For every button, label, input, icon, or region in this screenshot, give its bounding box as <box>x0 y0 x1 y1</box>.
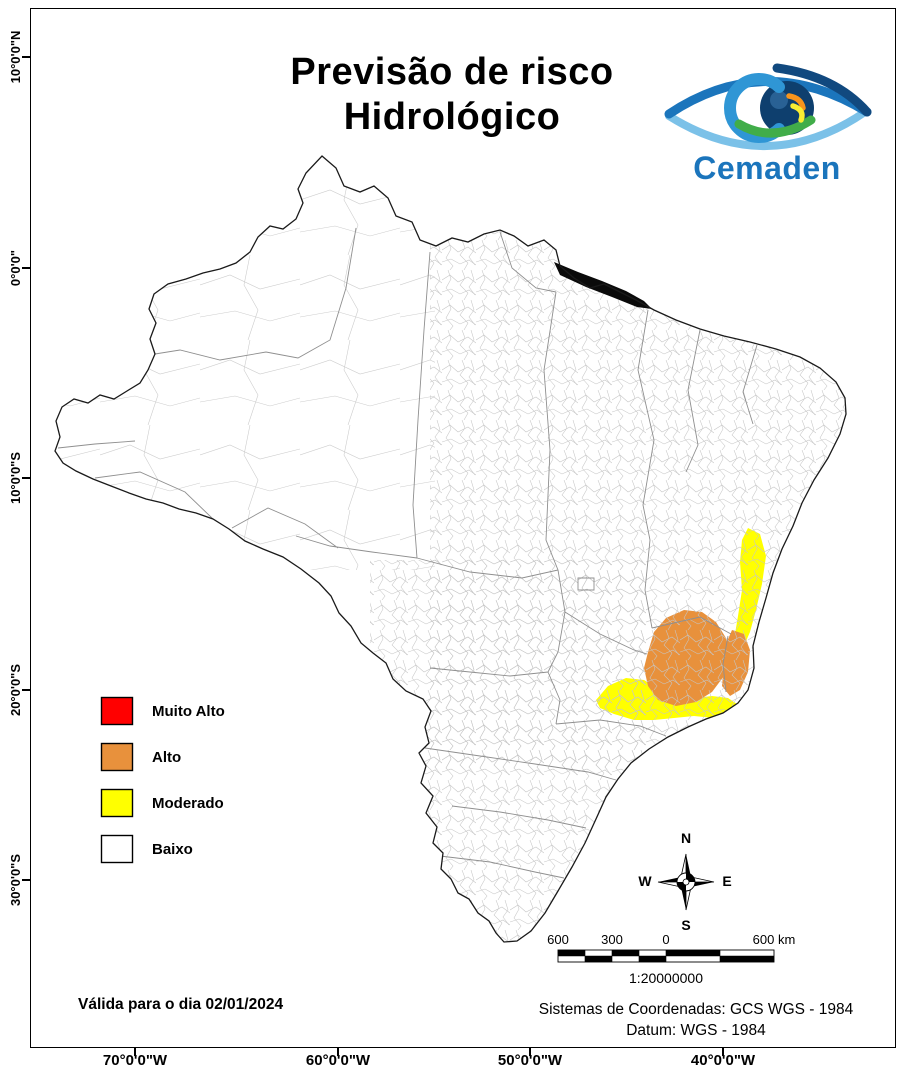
legend-item-muito-alto: Muito Alto <box>100 696 225 726</box>
logo-green-swoosh <box>734 115 816 138</box>
legend-label-alto: Alto <box>152 748 182 766</box>
lon-tick <box>529 1048 531 1056</box>
compass-w-label: W <box>638 873 652 889</box>
lat-tick <box>22 689 30 691</box>
cemaden-logo: Cemaden <box>664 63 872 186</box>
lon-label-60w: 60°0'0"W <box>305 1052 371 1069</box>
legend-swatch-moderado <box>100 788 134 818</box>
municipal-boundaries-mesh-south <box>370 560 650 942</box>
logo-yellow-accent <box>790 103 805 123</box>
legend-label-moderado: Moderado <box>152 794 224 812</box>
scale-bar: 600 300 0 600 km 1:20000000 <box>545 932 805 992</box>
lon-label-40w: 40°0'0"W <box>690 1052 756 1069</box>
legend: Muito Alto Alto Moderado Baixo <box>100 696 225 880</box>
amazon-river-mouth <box>554 262 652 309</box>
page-title-line2: Hidrológico <box>343 96 561 138</box>
scale-label-0: 0 <box>662 932 670 947</box>
lat-tick <box>22 56 30 58</box>
lat-tick <box>22 879 30 881</box>
scale-ratio: 1:20000000 <box>629 970 703 986</box>
compass-rose: N S W E <box>638 830 731 932</box>
scale-label-300: 300 <box>601 932 623 947</box>
lon-tick <box>134 1048 136 1056</box>
page-title: Previsão de risco Hidrológico <box>152 50 752 140</box>
map-frame <box>30 8 896 1048</box>
compass-e-label: E <box>722 873 731 889</box>
brazil-outline <box>54 155 847 943</box>
legend-item-baixo: Baixo <box>100 834 225 864</box>
legend-item-alto: Alto <box>100 742 225 772</box>
compass-n-label: N <box>681 830 691 846</box>
scale-label-600-left: 600 <box>547 932 569 947</box>
lon-label-70w: 70°0'0"W <box>102 1052 168 1069</box>
page-title-line1: Previsão de risco <box>290 51 614 93</box>
coordinate-system-line: Sistemas de Coordenadas: GCS WGS - 1984 <box>538 1001 854 1018</box>
legend-swatch-muito-alto <box>100 696 134 726</box>
legend-label-baixo: Baixo <box>152 840 193 858</box>
legend-label-muito-alto: Muito Alto <box>152 702 225 720</box>
compass-s-label: S <box>681 917 690 932</box>
lon-tick <box>337 1048 339 1056</box>
legend-item-moderado: Moderado <box>100 788 225 818</box>
logo-wordmark: Cemaden <box>693 150 841 186</box>
lat-tick <box>22 477 30 479</box>
lat-tick <box>22 267 30 269</box>
logo-eye-upper-lid-right <box>772 63 872 117</box>
compass-star <box>657 853 715 911</box>
lon-label-50w: 50°0'0"W <box>497 1052 563 1069</box>
legend-swatch-alto <box>100 742 134 772</box>
datum-line: Datum: WGS - 1984 <box>626 1022 766 1039</box>
lon-tick <box>722 1048 724 1056</box>
scale-bar-graphic <box>557 949 775 963</box>
scale-label-600-km: 600 km <box>752 932 796 947</box>
logo-eye-lower-lid <box>665 108 869 150</box>
logo-globe-highlight <box>770 91 788 109</box>
valid-date-text: Válida para o dia 02/01/2024 <box>78 996 284 1013</box>
legend-swatch-baixo <box>100 834 134 864</box>
logo-orange-accent <box>786 93 806 111</box>
state-boundaries <box>57 227 758 879</box>
coordinate-system-info: Sistemas de Coordenadas: GCS WGS - 1984 … <box>497 999 895 1041</box>
municipal-boundaries-mesh-west <box>55 156 435 570</box>
